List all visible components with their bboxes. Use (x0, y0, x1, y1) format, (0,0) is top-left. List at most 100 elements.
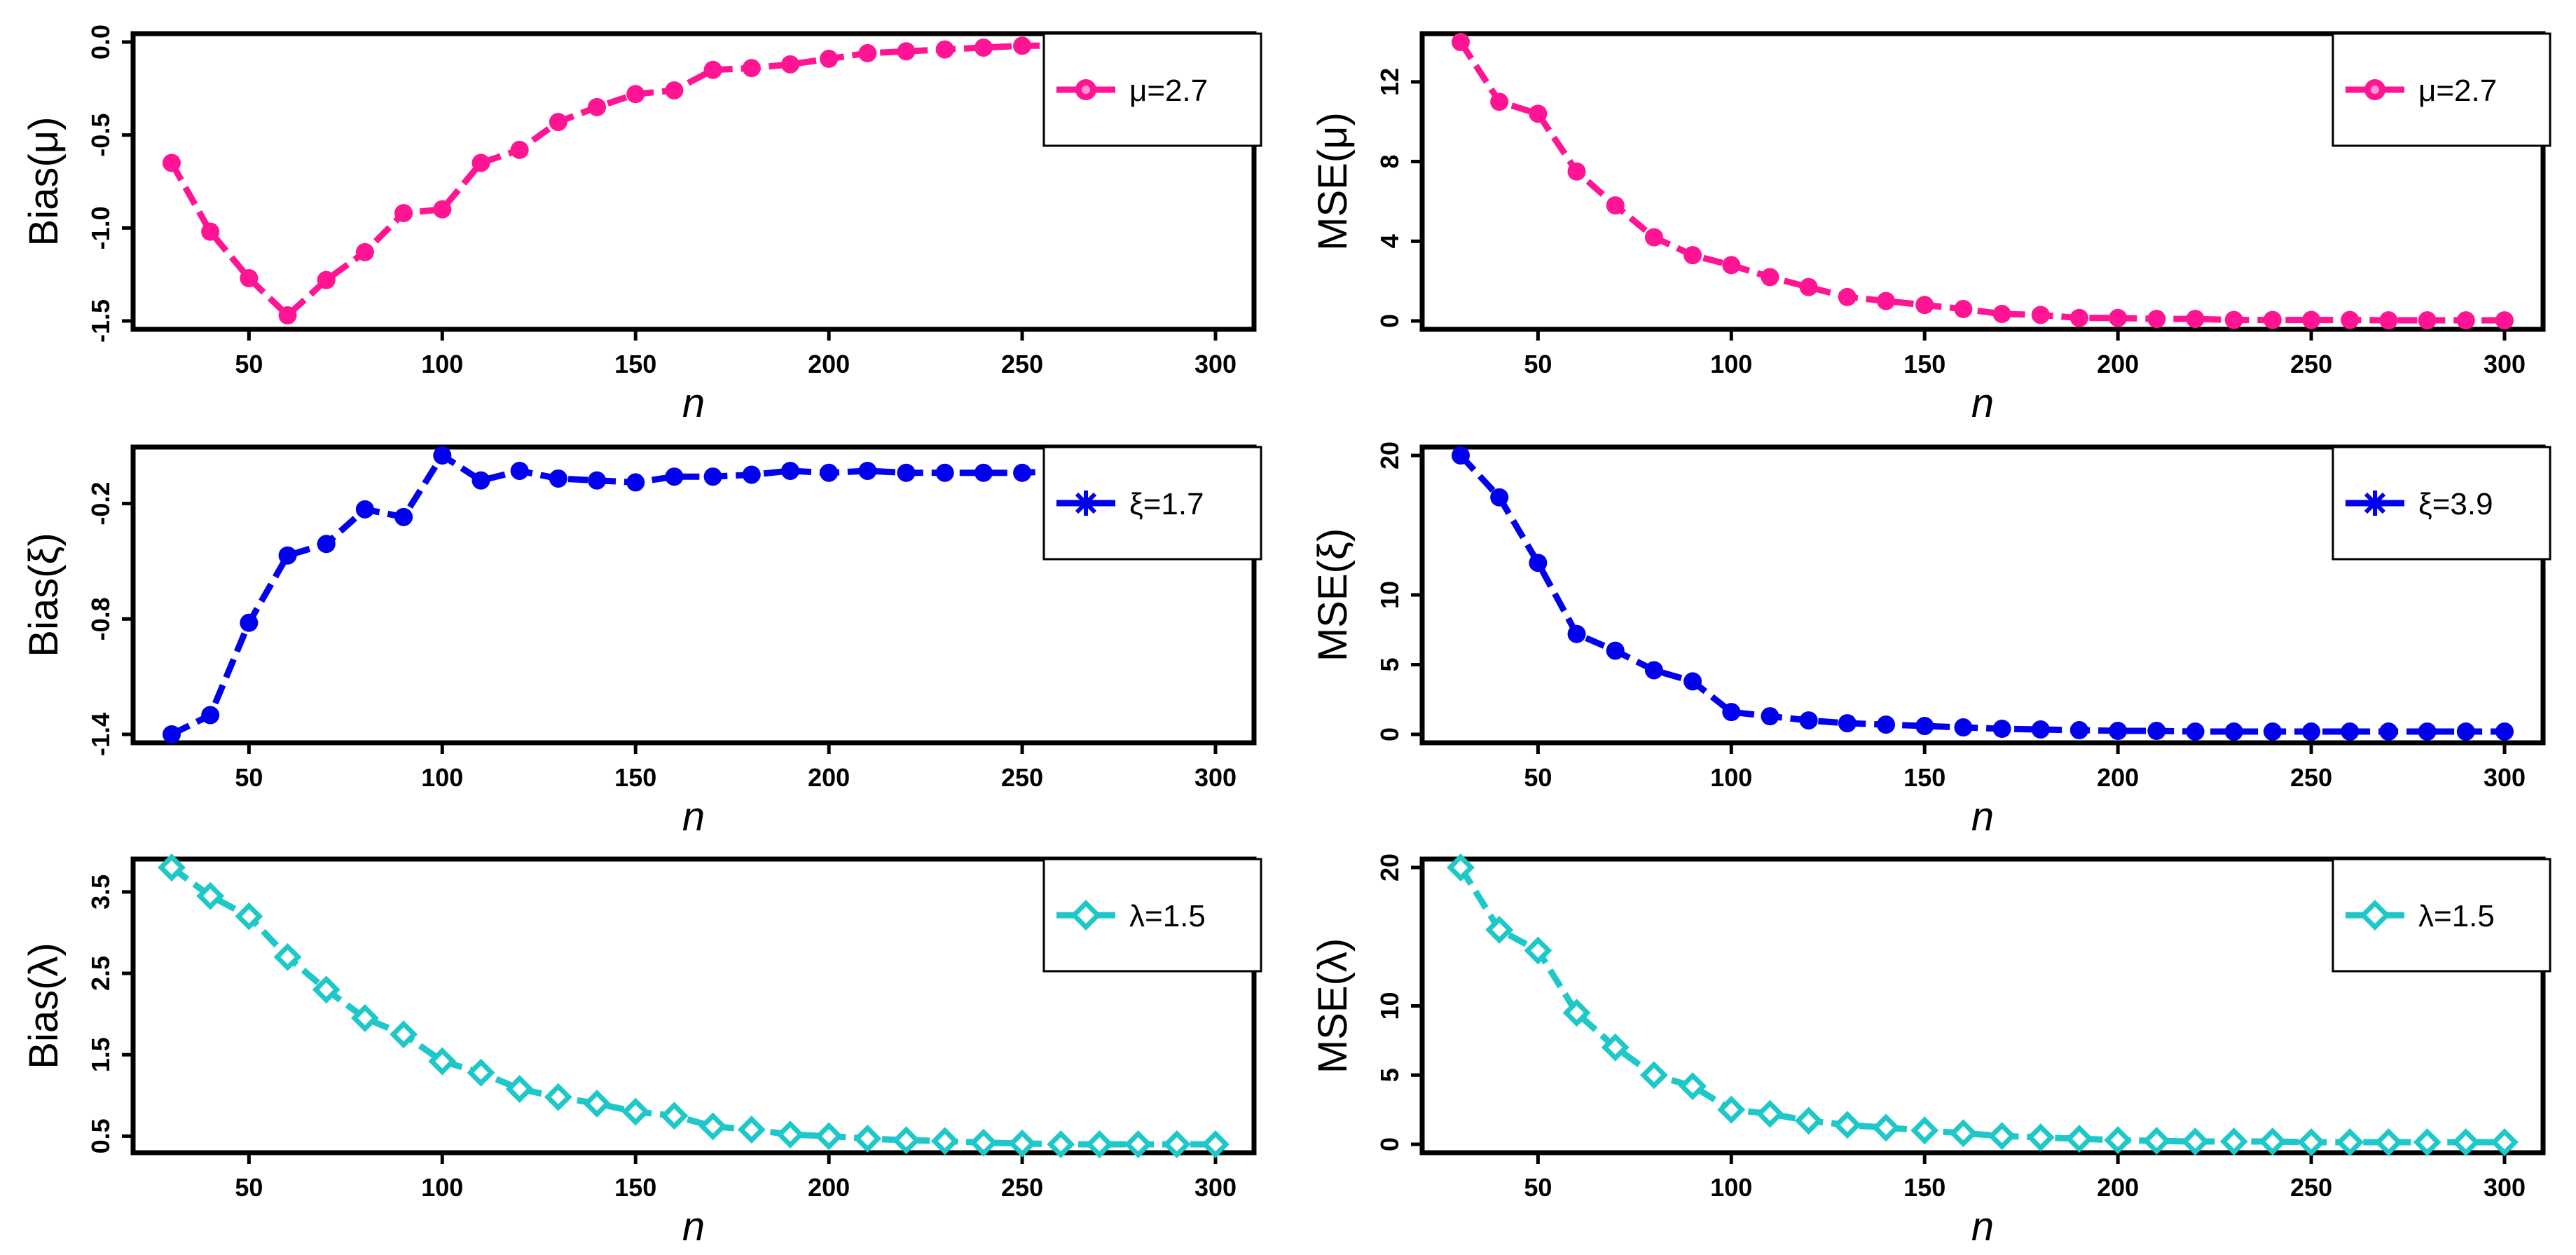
y-tick-label: 3.5 (86, 875, 115, 910)
data-point (1794, 1106, 1823, 1135)
series-line (1458, 40, 2505, 324)
data-point (394, 204, 413, 223)
data-point (780, 461, 799, 480)
data-point (1201, 1130, 1230, 1158)
data-point (355, 242, 374, 261)
data-point (1683, 672, 1702, 691)
data-point (588, 471, 607, 490)
data-point (2302, 722, 2321, 741)
data-point (1799, 711, 1818, 730)
x-tick-label: 50 (235, 1173, 263, 1202)
data-point (2413, 1128, 2441, 1156)
data-point (471, 471, 490, 490)
data-point (2147, 722, 2166, 741)
data-point (626, 85, 645, 104)
data-point (2495, 722, 2514, 741)
y-tick-label: 0 (1375, 314, 1404, 328)
x-tick-label: 250 (1001, 763, 1043, 792)
y-tick-label: 0 (1375, 1137, 1404, 1151)
data-point (588, 97, 607, 116)
data-point (2147, 310, 2166, 329)
data-point (858, 43, 877, 62)
data-point (1761, 707, 1779, 726)
x-tick-label: 200 (808, 763, 850, 792)
data-point (1562, 999, 1591, 1027)
series-line (170, 452, 1215, 738)
data-point (273, 942, 302, 971)
data-point (278, 306, 297, 325)
data-point (1485, 915, 1514, 944)
data-point (703, 60, 722, 79)
x-axis-title: n (1971, 380, 1994, 426)
y-tick-label: 5 (1375, 1068, 1404, 1082)
data-point (1756, 1099, 1784, 1128)
data-point (2142, 1127, 2171, 1155)
data-point (350, 1003, 379, 1032)
x-tick-label: 250 (2290, 763, 2332, 792)
data-point (163, 725, 181, 743)
x-tick-label: 200 (2097, 763, 2139, 792)
x-tick-label: 100 (1710, 763, 1752, 792)
data-point (2491, 1128, 2519, 1156)
x-tick-label: 200 (2097, 1173, 2139, 1202)
y-tick-label: 2.5 (86, 956, 115, 991)
data-point (1838, 714, 1857, 733)
data-point (1447, 853, 1475, 882)
x-tick-label: 200 (808, 350, 850, 378)
y-tick-label: 12 (1375, 68, 1404, 96)
y-tick-label: -1.4 (86, 713, 115, 756)
chart-panel-bias-mu: 50 100 150 200 250 300 -1.5 -1.0 -0.5 0.0 n Bias(μ)… (21, 25, 1262, 426)
y-tick-label: 0.0 (86, 25, 115, 60)
data-point (2186, 722, 2205, 741)
data-point (776, 1120, 804, 1149)
data-point (1085, 1130, 1114, 1158)
data-point (394, 507, 413, 526)
legend-label: λ=1.5 (2418, 899, 2495, 933)
data-point (2302, 310, 2321, 329)
x-tick-label: 300 (1194, 350, 1237, 378)
x-tick-label: 300 (1194, 1173, 1237, 1202)
x-tick-label: 150 (614, 1173, 656, 1202)
data-point (703, 467, 722, 486)
y-axis-title: Bias(ξ) (21, 533, 67, 657)
legend-marker (1073, 491, 1098, 516)
data-point (235, 902, 263, 931)
data-point (1008, 1129, 1037, 1158)
data-point (196, 882, 225, 910)
data-point (1490, 488, 1509, 507)
y-tick-label: -0.5 (86, 114, 115, 157)
y-axis-title: MSE(μ) (1310, 112, 1356, 251)
y-tick-label: -0.8 (86, 597, 115, 640)
data-point (737, 1116, 766, 1144)
x-tick-label: 300 (1194, 763, 1237, 792)
x-tick-label: 50 (1524, 1173, 1552, 1202)
y-tick-label: 0 (1375, 727, 1404, 741)
x-tick-label: 200 (808, 1173, 850, 1202)
data-point (2109, 308, 2128, 327)
data-point (1679, 1072, 1707, 1100)
data-point (1452, 33, 1470, 51)
data-point (1529, 104, 1548, 123)
data-point (1915, 296, 1934, 315)
x-tick-label: 250 (1001, 1173, 1043, 1202)
legend-label: μ=2.7 (2418, 74, 2497, 108)
x-tick-label: 50 (235, 350, 263, 378)
x-axis-title: n (682, 1204, 705, 1249)
y-tick-label: 1.5 (86, 1037, 115, 1072)
data-point (2219, 1127, 2248, 1155)
data-point (2379, 311, 2398, 330)
legend-marker-highlight (2371, 85, 2379, 94)
x-tick-label: 300 (2484, 1173, 2526, 1202)
x-axis-title: n (1971, 1204, 1994, 1249)
y-tick-label: 20 (1375, 853, 1404, 882)
data-point (621, 1097, 650, 1126)
data-point (1949, 1119, 1978, 1148)
data-point (2495, 311, 2514, 330)
data-point (1910, 1116, 1939, 1145)
data-point (2418, 722, 2437, 741)
plot-frame (130, 31, 1257, 332)
data-point (1644, 228, 1663, 247)
data-point (2031, 720, 2050, 739)
x-tick-label: 200 (2097, 350, 2139, 378)
series-line (169, 42, 1215, 319)
